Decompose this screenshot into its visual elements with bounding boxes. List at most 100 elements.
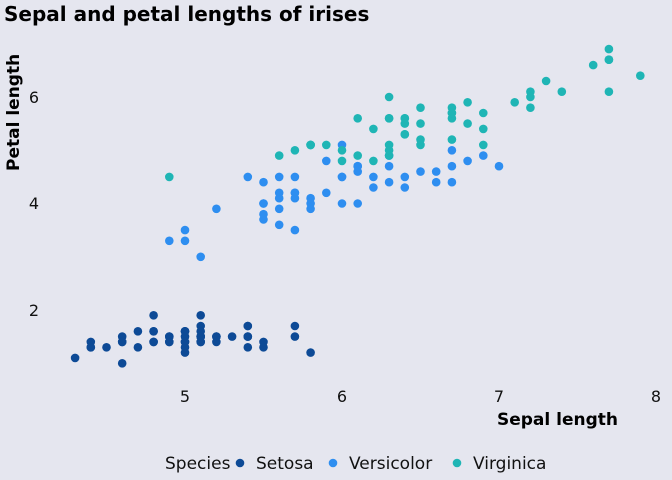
point-versicolor-5 (290, 172, 300, 182)
point-versicolor-18 (369, 172, 378, 182)
point-setosa-2 (133, 343, 143, 352)
point-versicolor-25 (431, 177, 441, 187)
legend-title: Species (165, 454, 231, 474)
point-setosa-46 (196, 327, 205, 336)
point-versicolor-49 (290, 193, 300, 203)
point-versicolor-1 (400, 172, 410, 182)
point-versicolor-42 (306, 199, 315, 208)
point-versicolor-0 (494, 161, 504, 171)
point-versicolor-26 (463, 156, 472, 166)
point-setosa-31 (243, 332, 253, 341)
point-setosa-20 (243, 321, 253, 331)
point-virginica-41 (479, 140, 488, 150)
point-virginica-47 (416, 135, 425, 144)
point-virginica-44 (447, 108, 457, 118)
point-versicolor-39 (259, 199, 268, 208)
point-virginica-6 (165, 172, 174, 182)
point-virginica-31 (636, 71, 645, 80)
point-versicolor-34 (243, 172, 253, 182)
point-virginica-34 (353, 114, 363, 123)
point-setosa-37 (165, 337, 174, 347)
x-axis-ticks: 5 6 7 8 (180, 387, 661, 406)
point-setosa-48 (227, 332, 237, 341)
point-versicolor-8 (431, 167, 441, 176)
x-tick-label: 5 (180, 387, 190, 406)
x-tick-label: 6 (337, 387, 347, 406)
point-virginica-19 (337, 146, 347, 155)
point-versicolor-20 (322, 156, 331, 166)
point-setosa-32 (212, 332, 221, 341)
point-virginica-46 (384, 146, 394, 155)
point-versicolor-12 (337, 199, 347, 208)
point-virginica-2 (510, 98, 519, 107)
point-setosa-30 (149, 327, 158, 336)
point-versicolor-9 (212, 204, 221, 214)
point-versicolor-14 (274, 220, 284, 230)
point-virginica-29 (526, 103, 535, 112)
legend-label-setosa: Setosa (256, 454, 314, 474)
x-axis-title: Sepal length (497, 410, 618, 430)
point-virginica-30 (557, 87, 567, 96)
point-setosa-15 (290, 332, 300, 341)
point-setosa-24 (149, 311, 158, 320)
point-setosa-22 (117, 359, 127, 368)
point-versicolor-2 (479, 151, 488, 160)
point-virginica-7 (541, 76, 551, 86)
point-virginica-39 (479, 124, 488, 134)
data-points (70, 44, 645, 368)
point-versicolor-24 (400, 183, 410, 192)
y-tick-label: 4 (29, 194, 39, 213)
point-versicolor-44 (274, 188, 284, 198)
point-setosa-14 (306, 348, 315, 357)
point-versicolor-47 (369, 183, 378, 192)
point-virginica-5 (588, 60, 598, 70)
point-versicolor-4 (416, 167, 425, 176)
point-versicolor-6 (384, 161, 394, 171)
point-virginica-16 (416, 119, 425, 128)
point-virginica-0 (384, 92, 394, 102)
point-setosa-29 (133, 327, 143, 336)
point-versicolor-37 (384, 177, 394, 187)
legend-marker-virginica (452, 458, 462, 468)
point-setosa-41 (102, 343, 111, 352)
point-versicolor-19 (274, 204, 284, 214)
point-virginica-25 (526, 92, 535, 102)
legend: Species Setosa Versicolor Virginica (165, 454, 546, 474)
point-versicolor-29 (290, 225, 300, 235)
point-versicolor-35 (337, 172, 347, 182)
point-versicolor-11 (322, 188, 331, 198)
point-setosa-16 (243, 343, 253, 352)
point-virginica-20 (479, 108, 488, 118)
point-versicolor-36 (447, 161, 457, 171)
legend-marker-setosa (235, 458, 245, 468)
point-virginica-42 (306, 140, 315, 150)
point-setosa-45 (149, 337, 158, 347)
y-tick-label: 2 (29, 301, 39, 320)
point-virginica-38 (337, 156, 347, 166)
point-versicolor-48 (196, 252, 205, 262)
point-virginica-13 (290, 146, 300, 155)
legend-label-versicolor: Versicolor (349, 454, 432, 474)
point-versicolor-15 (447, 177, 457, 187)
point-versicolor-40 (259, 177, 268, 187)
point-virginica-36 (384, 114, 394, 123)
x-tick-label: 7 (494, 387, 504, 406)
point-virginica-43 (463, 98, 472, 107)
chart-title: Sepal and petal lengths of irises (4, 2, 369, 26)
point-setosa-13 (70, 353, 80, 363)
point-virginica-18 (604, 44, 614, 54)
point-virginica-12 (463, 119, 472, 128)
point-versicolor-41 (353, 167, 363, 176)
point-virginica-21 (274, 151, 284, 160)
point-virginica-37 (400, 119, 410, 128)
point-versicolor-10 (180, 225, 190, 235)
x-tick-label: 8 (651, 387, 661, 406)
point-virginica-27 (353, 151, 363, 160)
point-setosa-49 (180, 337, 190, 347)
point-setosa-42 (86, 343, 96, 352)
point-versicolor-31 (259, 215, 268, 224)
point-virginica-49 (322, 140, 331, 150)
point-versicolor-43 (180, 236, 190, 246)
y-axis-title: Petal length (4, 54, 24, 171)
